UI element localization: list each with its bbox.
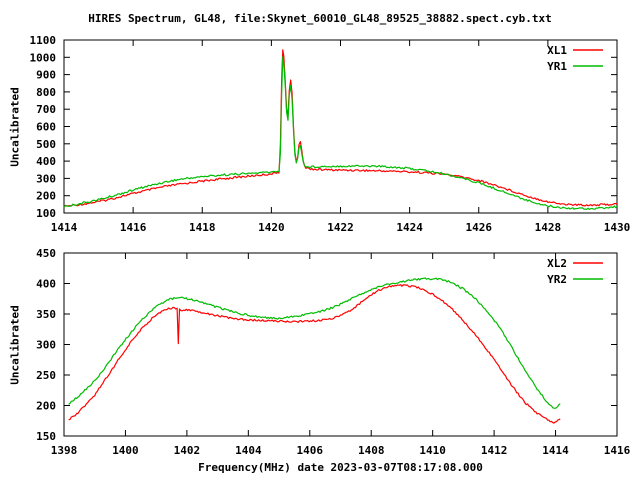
x-tick-label: 1404 [235,444,262,457]
y-tick-label: 700 [36,103,56,116]
y-tick-label: 350 [36,308,56,321]
x-tick-label: 1402 [174,444,201,457]
legend-label-XL1: XL1 [547,44,567,57]
y-tick-label: 600 [36,121,56,134]
x-axis-label: Frequency(MHz) date 2023-03-07T08:17:08.… [198,461,483,474]
y-tick-label: 1000 [30,51,57,64]
y-tick-label: 300 [36,339,56,352]
series-XL2-line [68,284,561,424]
series-YR2-line [68,277,561,409]
legend-label-XL2: XL2 [547,257,567,270]
x-tick-label: 1426 [466,221,493,234]
x-tick-label: 1408 [358,444,385,457]
x-tick-label: 1420 [258,221,285,234]
x-tick-label: 1416 [604,444,631,457]
x-tick-label: 1412 [481,444,508,457]
chart-title: HIRES Spectrum, GL48, file:Skynet_60010_… [88,12,552,25]
y-tick-label: 450 [36,247,56,260]
y-tick-label: 150 [36,430,56,443]
x-tick-label: 1400 [112,444,139,457]
y-tick-label: 200 [36,400,56,413]
x-tick-label: 1406 [297,444,324,457]
y-tick-label: 900 [36,69,56,82]
y-tick-label: 500 [36,138,56,151]
y-tick-label: 1100 [30,34,57,47]
legend-label-YR1: YR1 [547,60,567,73]
series-YR1-line [63,56,618,210]
y-tick-label: 400 [36,278,56,291]
x-tick-label: 1418 [189,221,216,234]
x-tick-label: 1416 [120,221,147,234]
y-tick-label: 100 [36,207,56,220]
y-tick-label: 300 [36,172,56,185]
x-tick-label: 1428 [535,221,562,234]
x-tick-label: 1398 [51,444,78,457]
x-tick-label: 1424 [396,221,423,234]
plot-border [63,252,618,437]
legend-label-YR2: YR2 [547,273,567,286]
x-tick-label: 1430 [604,221,631,234]
series-XL1-line [63,49,618,208]
x-tick-label: 1410 [419,444,446,457]
x-tick-label: 1422 [327,221,354,234]
y-tick-label: 800 [36,86,56,99]
y-tick-label: 250 [36,369,56,382]
y-tick-label: 200 [36,190,56,203]
x-tick-label: 1414 [51,221,78,234]
y-tick-label: 400 [36,155,56,168]
x-tick-label: 1414 [542,444,569,457]
